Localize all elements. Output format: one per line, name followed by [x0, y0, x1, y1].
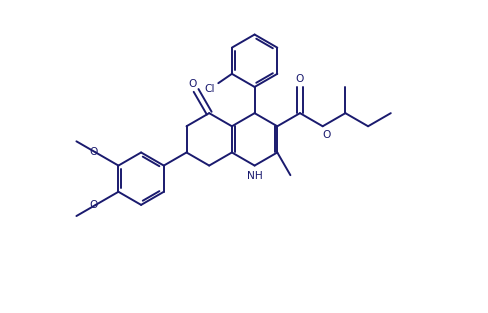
Text: O: O [188, 79, 196, 89]
Text: O: O [89, 200, 98, 210]
Text: NH: NH [246, 171, 262, 181]
Text: O: O [322, 130, 330, 140]
Text: O: O [295, 74, 304, 84]
Text: Cl: Cl [204, 84, 215, 94]
Text: O: O [89, 147, 98, 157]
